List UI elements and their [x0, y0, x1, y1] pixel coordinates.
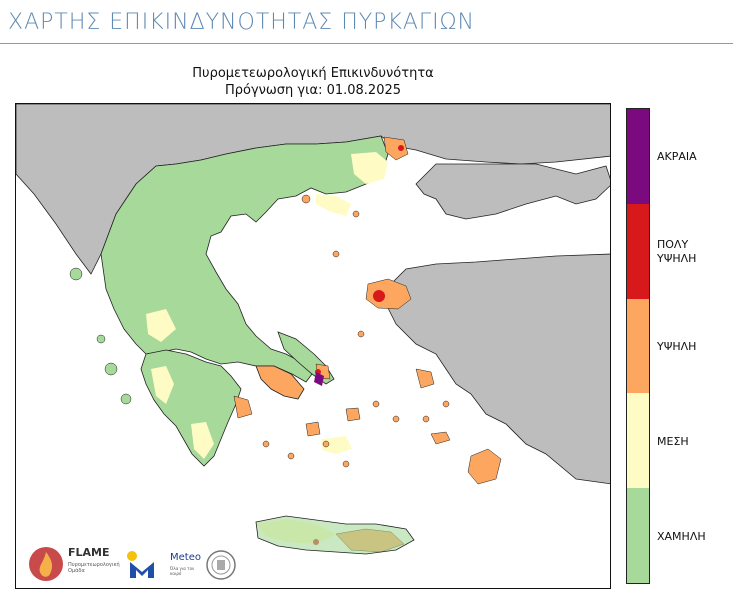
island-4	[357, 330, 365, 338]
legend-swatch-medium	[627, 393, 649, 489]
island-3	[332, 250, 340, 258]
greece-mainland	[100, 135, 389, 467]
ionian-islands	[69, 267, 132, 405]
legend-label-extreme: ΑΚΡΑΙΑ	[657, 150, 697, 163]
region-peloponnese	[140, 349, 242, 467]
meteo-logo-icon	[127, 551, 154, 578]
island-12	[262, 440, 270, 448]
island-zakynthos	[120, 393, 132, 405]
medium-zone-thrace	[351, 152, 388, 184]
map-forecast-date: Πρόγνωση για: 01.08.2025	[224, 83, 402, 98]
page-title: ΧΑΡΤΗΣ ΕΠΙΚΙΝΔΥΝΟΤΗΤΑΣ ΠΥΡΚΑΓΙΩΝ	[8, 10, 475, 35]
extreme-zone-andros	[314, 372, 324, 386]
high-zone-rhodes	[467, 448, 502, 485]
island-2	[352, 210, 360, 218]
aegean-islands	[262, 194, 450, 468]
fire-risk-map-svg	[16, 104, 610, 555]
legend-swatch-low	[627, 488, 649, 583]
island-9	[422, 415, 430, 423]
very-high-zone-thasos	[398, 145, 404, 151]
medium-zone-aegean	[321, 436, 352, 454]
island-8	[342, 460, 350, 468]
map-title: Πυρομετεωρολογική Επικινδυνότητα	[192, 66, 434, 81]
legend-label-very-high: ΠΟΛΥ ΥΨΗΛΗ	[657, 238, 697, 265]
high-zone-thasos	[383, 136, 409, 161]
island-6	[392, 415, 400, 423]
high-zone-kos	[430, 431, 451, 445]
university-seal-icon	[206, 550, 236, 580]
flame-logo-subtitle: Πυρομετεωρολογική Ομάδα	[68, 562, 120, 574]
island-kefalonia	[104, 362, 118, 376]
high-zone-argolida	[233, 395, 253, 419]
risk-legend-bar	[626, 108, 650, 584]
legend-swatch-high	[627, 298, 649, 394]
meteo-logo-subtitle: Όλα για τον καιρό	[170, 566, 195, 576]
region-attica	[255, 365, 305, 400]
very-high-zone-lesvos	[373, 290, 385, 302]
island-10	[442, 400, 450, 408]
neighbor-countries	[16, 104, 610, 485]
island-crete	[255, 515, 415, 555]
flame-logo-icon	[29, 547, 63, 581]
legend-swatch-very-high	[627, 203, 649, 299]
legend-swatch-extreme	[627, 109, 649, 204]
land-turkey-european	[415, 163, 610, 220]
island-1	[301, 194, 311, 204]
medium-zone-peloponnese-west	[151, 366, 174, 404]
medium-zone-chalkidiki	[316, 194, 351, 216]
legend-label-medium: ΜΕΣΗ	[657, 435, 689, 448]
fire-risk-map[interactable]	[15, 103, 611, 589]
island-corfu	[69, 267, 83, 281]
legend-label-high: ΥΨΗΛΗ	[657, 340, 697, 353]
island-5	[372, 400, 380, 408]
legend-label-low: ΧΑΜΗΛΗ	[657, 530, 706, 543]
logos-area: FLAME Πυρομετεωρολογική Ομάδα Meteo Όλα …	[28, 544, 240, 586]
high-zone-cyclades-1	[305, 421, 321, 437]
meteo-logo-name: Meteo	[170, 552, 201, 563]
island-lefkada	[96, 334, 106, 344]
island-7	[322, 440, 330, 448]
island-11	[287, 452, 295, 460]
region-north-greece	[100, 135, 389, 383]
medium-zone-peloponnese-south	[191, 422, 214, 459]
extreme-risk-zones	[314, 372, 324, 386]
land-turkey	[385, 253, 610, 485]
title-divider	[0, 43, 733, 44]
high-zone-cyclades-2	[345, 407, 361, 422]
flame-logo-name: FLAME	[68, 546, 110, 559]
high-zone-chios	[415, 368, 435, 389]
medium-zone-central	[146, 309, 176, 342]
